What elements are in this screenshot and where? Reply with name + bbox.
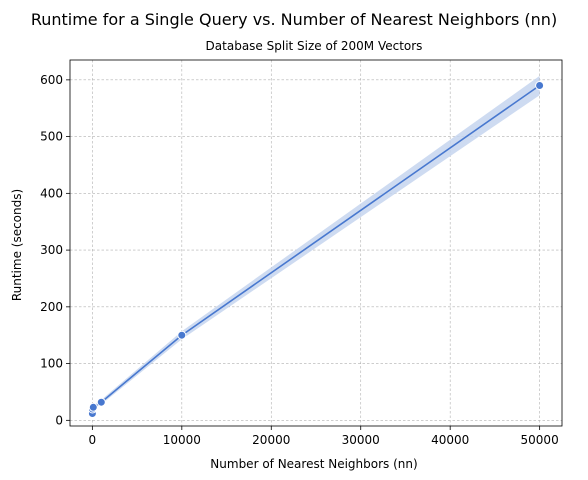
x-tick-label: 40000 — [431, 433, 469, 447]
chart-subtitle: Database Split Size of 200M Vectors — [206, 39, 423, 53]
y-tick-label: 500 — [40, 130, 63, 144]
data-point — [177, 330, 187, 340]
y-axis-label: Runtime (seconds) — [10, 189, 24, 301]
y-tick-label: 600 — [40, 73, 63, 87]
y-tick-label: 400 — [40, 186, 63, 200]
data-points — [87, 81, 545, 418]
y-tick-label: 300 — [40, 243, 63, 257]
plot-frame — [69, 59, 563, 427]
data-point — [535, 81, 545, 90]
x-tick-label: 20000 — [252, 433, 290, 447]
x-tick-label: 30000 — [342, 433, 380, 447]
x-ticks: 0 10000 20000 30000 40000 50000 — [89, 426, 559, 447]
x-tick-label: 50000 — [521, 433, 559, 447]
data-point — [96, 397, 106, 407]
x-tick-label: 0 — [89, 433, 97, 447]
y-ticks: 0 100 200 300 400 500 600 — [40, 73, 70, 427]
x-axis-label: Number of Nearest Neighbors (nn) — [210, 457, 417, 471]
y-tick-label: 100 — [40, 357, 63, 371]
y-tick-label: 200 — [40, 300, 63, 314]
y-tick-label: 0 — [55, 413, 63, 427]
chart-title: Runtime for a Single Query vs. Number of… — [31, 10, 557, 29]
x-tick-label: 10000 — [163, 433, 201, 447]
confidence-band — [92, 75, 540, 415]
grid — [70, 60, 562, 426]
data-point — [88, 402, 98, 412]
